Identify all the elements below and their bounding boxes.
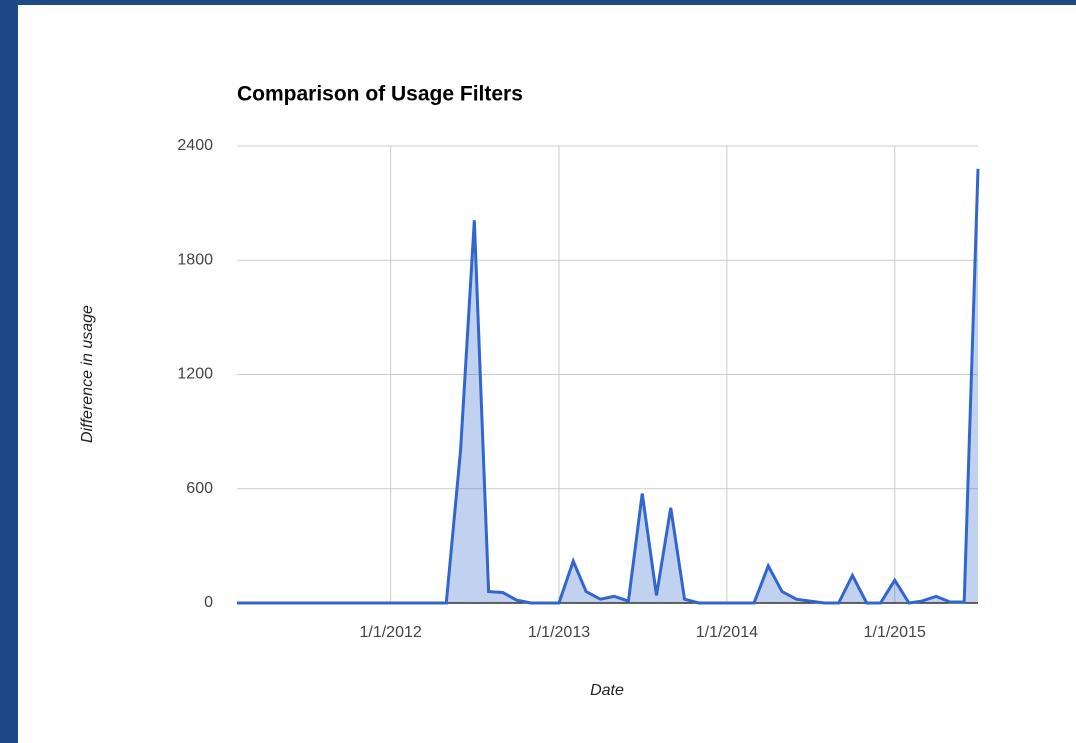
- x-axis-label: Date: [590, 682, 624, 699]
- x-tick-label: 1/1/2012: [359, 624, 421, 641]
- y-tick-label: 1800: [177, 251, 213, 268]
- x-tick-label: 1/1/2015: [864, 624, 926, 641]
- y-axis-label: Difference in usage: [79, 305, 96, 443]
- area-line: [237, 168, 980, 605]
- x-tick-label: 1/1/2014: [696, 624, 758, 641]
- y-tick-label: 0: [204, 594, 213, 611]
- y-tick-label: 2400: [177, 137, 213, 154]
- y-tick-label: 1200: [177, 366, 213, 383]
- chart-title: Comparison of Usage Filters: [237, 83, 523, 106]
- x-tick-label: 1/1/2013: [528, 624, 590, 641]
- area-fill: [237, 168, 978, 603]
- y-tick-label: 600: [186, 480, 213, 497]
